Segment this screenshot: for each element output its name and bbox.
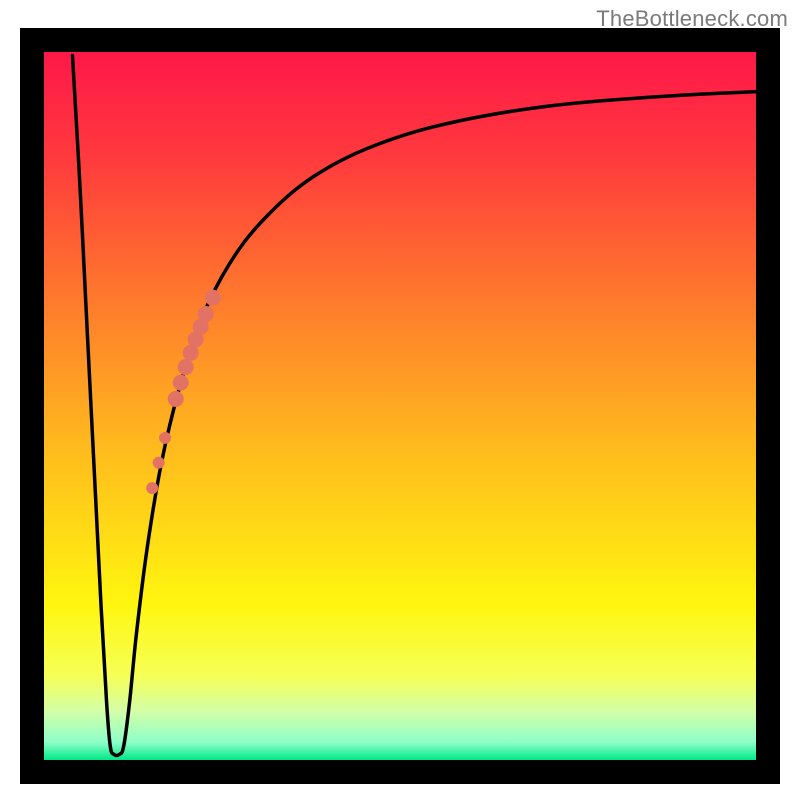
curve-layer [44, 52, 756, 760]
overlay-dot [198, 306, 214, 322]
chart-root: TheBottleneck.com [0, 0, 800, 800]
overlay-dot [173, 375, 189, 391]
overlay-dot [153, 457, 165, 469]
overlay-dot [205, 290, 221, 306]
overlay-dot [178, 359, 194, 375]
overlay-dot [146, 482, 158, 494]
overlay-dot [159, 432, 171, 444]
overlay-dots [146, 290, 221, 494]
overlay-dot [168, 391, 184, 407]
